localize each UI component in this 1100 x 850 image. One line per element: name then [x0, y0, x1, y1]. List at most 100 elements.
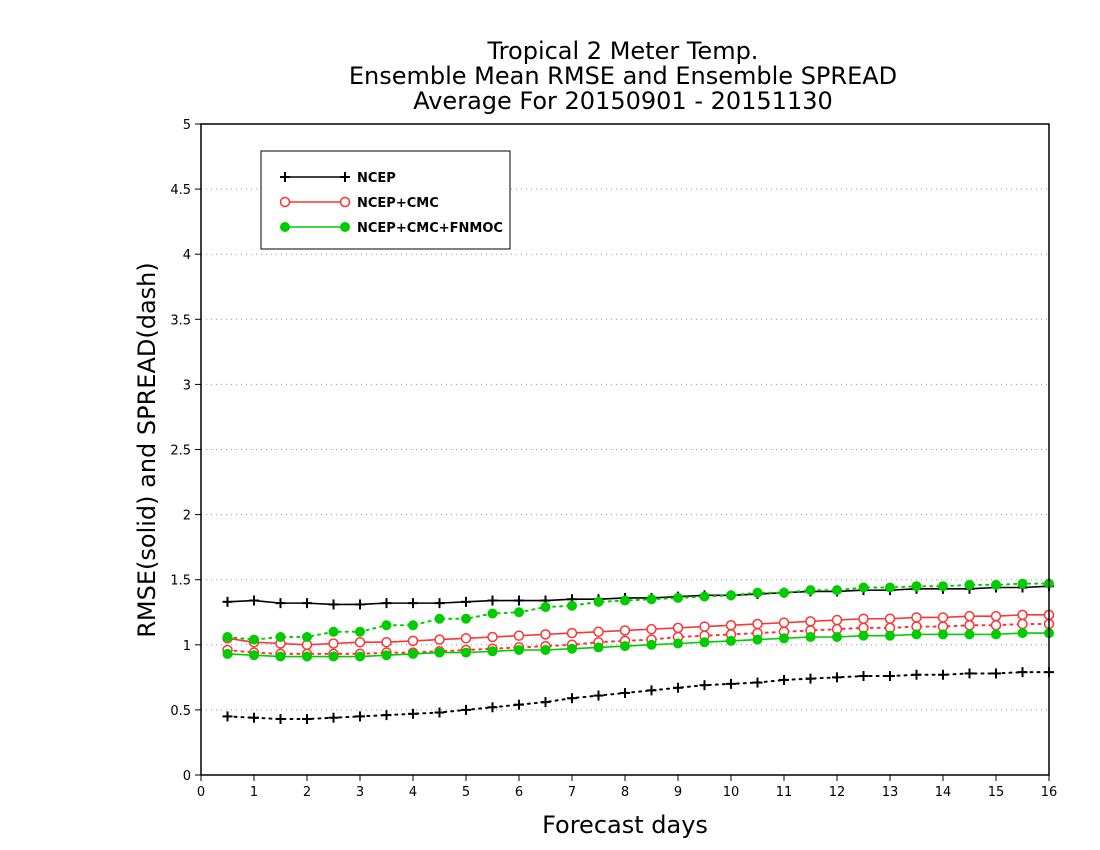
- ncep-spread-point: [355, 711, 365, 722]
- legend-label-ncep-cmc-fnmoc: NCEP+CMC+FNMOC: [357, 221, 503, 236]
- ncep-cmc-rmse-line: [227, 614, 1049, 646]
- ncep-spread-point: [1017, 667, 1028, 678]
- x-tick-label: 4: [409, 785, 417, 800]
- ncep-cmc-fnmoc-rmse-point: [832, 631, 842, 642]
- ncep-spread-point: [620, 687, 630, 698]
- ncep-cmc-rmse-point: [911, 612, 922, 623]
- x-tick-label: 5: [462, 785, 470, 800]
- x-tick-label: 0: [197, 785, 205, 800]
- x-axis-title: Forecast days: [542, 811, 708, 839]
- legend-marker-ncep: [340, 172, 350, 182]
- ncep-spread-point: [858, 671, 869, 682]
- ncep-cmc-fnmoc-spread-point: [487, 608, 498, 619]
- ncep-cmc-fnmoc-spread-point: [593, 596, 604, 607]
- ncep-cmc-rmse-point: [672, 622, 684, 634]
- ncep-spread-point: [779, 674, 789, 685]
- ncep-cmc-fnmoc-spread-point: [222, 631, 233, 642]
- ncep-spread-point: [408, 708, 418, 719]
- ncep-cmc-rmse-point: [858, 613, 869, 625]
- x-tick-label: 3: [356, 785, 364, 800]
- y-tick-label: 0.5: [170, 704, 191, 719]
- ncep-cmc-fnmoc-spread-point: [885, 582, 895, 593]
- ncep-cmc-fnmoc-spread-point: [514, 607, 524, 618]
- x-tick-label: 15: [988, 785, 1005, 800]
- ncep-cmc-fnmoc-rmse-point: [249, 650, 259, 661]
- y-tick-label: 3.5: [170, 313, 191, 328]
- ncep-spread-point: [514, 699, 524, 710]
- ncep-cmc-rmse-point: [778, 617, 790, 628]
- ncep-rmse-point: [514, 595, 524, 606]
- legend: NCEP NCEP+CMC NCEP+CMC+FNMOC: [260, 150, 511, 250]
- chart-title-line-1: Tropical 2 Meter Temp.: [487, 37, 759, 65]
- ncep-cmc-fnmoc-spread-point: [355, 626, 365, 637]
- ncep-cmc-rmse-point: [619, 625, 631, 636]
- ncep-cmc-fnmoc-rmse-point: [434, 647, 445, 658]
- ncep-cmc-fnmoc-spread-point: [964, 579, 975, 590]
- ncep-cmc-rmse-point: [831, 614, 843, 626]
- ncep-rmse-point: [275, 598, 286, 609]
- ncep-cmc-rmse-point: [354, 636, 366, 648]
- x-tick-label: 2: [303, 785, 311, 800]
- ncep-cmc-fnmoc-rmse-point: [699, 637, 710, 648]
- ncep-cmc-rmse-point: [487, 631, 498, 643]
- ncep-spread-point: [699, 680, 710, 691]
- ncep-spread-point: [991, 668, 1001, 679]
- ncep-spread-point: [673, 682, 683, 693]
- ncep-spread-point: [911, 669, 922, 680]
- legend-label-ncep: NCEP: [357, 171, 396, 186]
- ncep-spread-point: [805, 673, 816, 684]
- ncep-spread-point: [249, 712, 259, 723]
- ncep-cmc-fnmoc-rmse-point: [991, 629, 1001, 640]
- ncep-cmc-rmse-point: [699, 621, 710, 632]
- ncep-spread-point: [434, 707, 445, 718]
- legend-marker-ncep-cmc: [339, 196, 351, 208]
- ncep-cmc-fnmoc-spread-point: [567, 600, 577, 611]
- y-tick-label: 1: [183, 639, 191, 654]
- ncep-cmc-rmse-point: [460, 633, 472, 644]
- ncep-cmc-rmse-point: [646, 623, 657, 635]
- y-tick-label: 0: [183, 769, 191, 784]
- ncep-spread-point: [487, 702, 498, 713]
- y-tick-label: 4: [183, 248, 191, 263]
- legend-marker-ncep-cmc-fnmoc: [340, 222, 350, 232]
- ncep-cmc-fnmoc-spread-point: [328, 626, 339, 637]
- legend-marker-ncep-cmc-fnmoc: [280, 222, 290, 232]
- ncep-cmc-fnmoc-rmse-point: [487, 646, 498, 657]
- ncep-spread-point: [328, 712, 339, 723]
- ncep-cmc-rmse-point: [937, 612, 949, 623]
- ncep-spread-point: [461, 704, 471, 715]
- legend-marker-ncep: [280, 172, 290, 182]
- ncep-cmc-fnmoc-rmse-point: [726, 635, 736, 646]
- ncep-cmc-fnmoc-spread-point: [911, 581, 922, 592]
- legend-marker-ncep-cmc: [279, 196, 291, 208]
- ncep-spread-point: [540, 697, 551, 708]
- ncep-spread-point: [752, 677, 763, 688]
- x-tick-label: 13: [882, 785, 899, 800]
- ncep-cmc-fnmoc-rmse-point: [328, 651, 339, 662]
- legend-label-ncep-cmc: NCEP+CMC: [357, 196, 439, 211]
- ncep-cmc-rmse-point: [964, 610, 975, 622]
- x-tick-label: 14: [935, 785, 952, 800]
- ncep-rmse-point: [381, 598, 392, 609]
- ncep-cmc-rmse-point: [752, 618, 763, 630]
- ncep-cmc-fnmoc-spread-point: [991, 579, 1001, 590]
- ncep-rmse-point: [434, 598, 445, 609]
- ncep-rmse-point: [487, 595, 498, 606]
- ncep-rmse-point: [249, 595, 259, 606]
- ncep-cmc-spread-point: [990, 620, 1002, 631]
- ncep-cmc-fnmoc-spread-point: [461, 613, 471, 624]
- x-tick-label: 9: [674, 785, 682, 800]
- ncep-cmc-fnmoc-rmse-point: [1017, 628, 1028, 639]
- ncep-cmc-rmse-point: [381, 636, 392, 648]
- ncep-cmc-fnmoc-rmse-point: [858, 630, 869, 641]
- ncep-spread-point: [302, 714, 312, 725]
- ncep-cmc-fnmoc-rmse-point: [222, 648, 233, 659]
- ncep-rmse-point: [328, 599, 339, 610]
- ncep-rmse-point: [461, 596, 471, 607]
- y-tick-label: 2: [183, 509, 191, 524]
- ncep-cmc-rmse-point: [990, 610, 1002, 622]
- ncep-cmc-spread-point: [964, 620, 975, 631]
- ncep-cmc-fnmoc-spread-point: [752, 587, 763, 598]
- x-tick-label: 6: [515, 785, 523, 800]
- ncep-spread-point: [275, 714, 286, 725]
